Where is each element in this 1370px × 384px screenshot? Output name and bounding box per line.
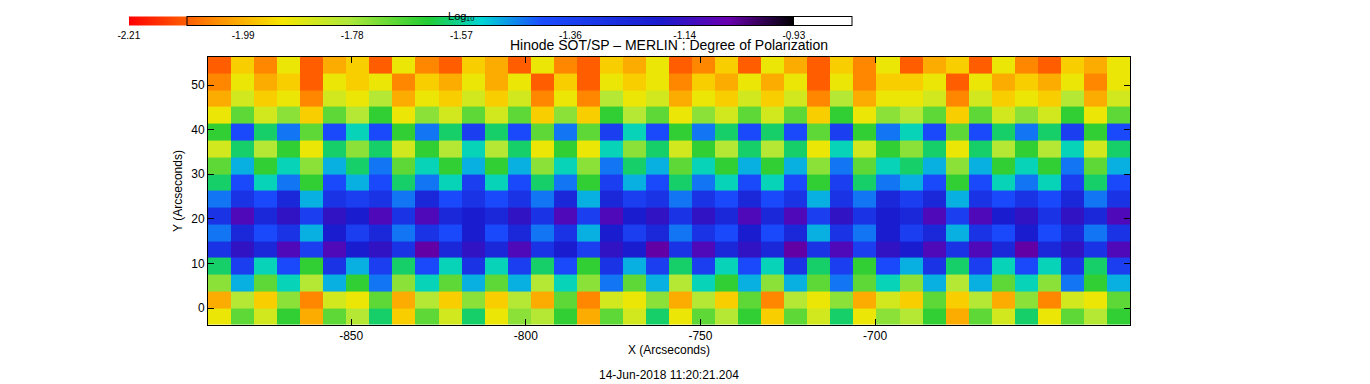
svg-text:Y (Arcseconds): Y (Arcseconds) (171, 150, 185, 232)
svg-text:-1.14: -1.14 (673, 30, 696, 41)
svg-text:-850: -850 (339, 329, 363, 343)
svg-text:Log₁₀: Log₁₀ (448, 10, 475, 22)
svg-text:14-Jun-2018 11:20:21.204: 14-Jun-2018 11:20:21.204 (599, 368, 739, 382)
svg-text:-1.36: -1.36 (559, 30, 582, 41)
svg-text:30: 30 (191, 167, 205, 181)
svg-text:50: 50 (191, 78, 205, 92)
svg-text:20: 20 (191, 212, 205, 226)
svg-text:-700: -700 (863, 329, 887, 343)
svg-text:-1.99: -1.99 (232, 30, 255, 41)
svg-text:Hinode SOT/SP – MERLIN : Degre: Hinode SOT/SP – MERLIN : Degree of Polar… (510, 37, 828, 53)
svg-text:-2.21: -2.21 (117, 30, 140, 41)
svg-text:-750: -750 (688, 329, 712, 343)
svg-text:-800: -800 (514, 329, 538, 343)
svg-text:X (Arcseconds): X (Arcseconds) (628, 343, 710, 357)
svg-text:10: 10 (191, 257, 205, 271)
svg-text:-0.93: -0.93 (782, 30, 805, 41)
svg-text:40: 40 (191, 123, 205, 137)
svg-text:-1.57: -1.57 (450, 30, 473, 41)
svg-text:0: 0 (198, 301, 205, 315)
svg-text:-1.78: -1.78 (341, 30, 364, 41)
